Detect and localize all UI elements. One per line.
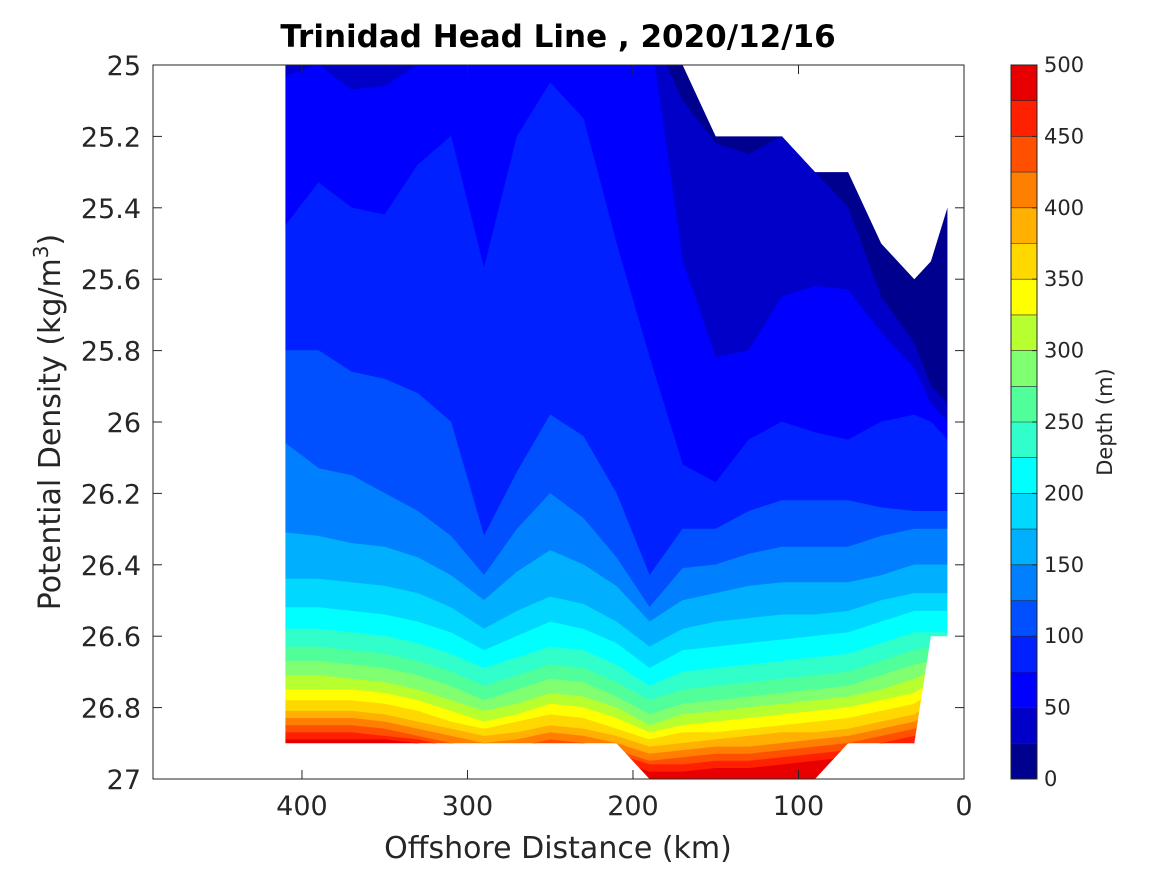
x-tick-label: 0 <box>955 791 972 822</box>
x-tick-label: 100 <box>773 791 825 822</box>
colorbar-tick-label: 250 <box>1044 410 1084 434</box>
y-tick-label: 26.8 <box>81 694 141 725</box>
contour-bands <box>285 65 948 779</box>
colorbar-label: Depth (m) <box>1093 368 1117 475</box>
contour-band-group <box>285 65 948 779</box>
y-tick-label: 26.6 <box>81 622 141 653</box>
colorbar-segment-275 <box>1011 350 1037 387</box>
colorbar-tick-label: 0 <box>1044 767 1057 791</box>
y-tick-label: 26.2 <box>81 479 141 510</box>
colorbar-segment-425 <box>1011 136 1037 173</box>
y-axis: 25 25.2 25.4 25.6 25.8 26 26.2 26.4 26.6 26.8 27 <box>81 51 964 796</box>
colorbar-segment-100 <box>1011 600 1037 637</box>
y-tick-label: 26.4 <box>81 551 141 582</box>
colorbar-segment-25 <box>1011 707 1037 744</box>
colorbar-segment-75 <box>1011 636 1037 672</box>
colorbar-segment-475 <box>1011 65 1037 101</box>
y-tick-label: 25.4 <box>81 194 141 225</box>
x-axis: 400 300 200 100 0 <box>276 65 973 822</box>
colorbar-segment-0 <box>1011 743 1037 779</box>
colorbar-segment-300 <box>1011 314 1037 351</box>
colorbar-tick-label: 100 <box>1044 624 1084 648</box>
colorbar-segment-175 <box>1011 493 1037 530</box>
y-tick-label: 26 <box>107 408 141 439</box>
colorbar-segment-450 <box>1011 100 1037 137</box>
colorbar-segment-350 <box>1011 243 1037 280</box>
y-tick-label: 25.2 <box>81 122 141 153</box>
y-tick-label: 25.6 <box>81 265 141 296</box>
colorbar-segment-50 <box>1011 671 1037 708</box>
colorbar-tick-label: 500 <box>1044 53 1084 77</box>
y-tick-label: 25.8 <box>81 337 141 368</box>
x-axis-label: Offshore Distance (km) <box>384 831 732 866</box>
x-tick-label: 300 <box>442 791 494 822</box>
colorbar-segment-375 <box>1011 207 1037 244</box>
y-tick-label: 27 <box>107 765 141 796</box>
x-tick-label: 200 <box>607 791 659 822</box>
y-axis-label-close: ) <box>33 234 68 246</box>
colorbar-tick-label: 450 <box>1044 124 1084 148</box>
colorbar-segment-250 <box>1011 386 1037 422</box>
colorbar-tick-label: 300 <box>1044 339 1084 363</box>
y-axis-label: Potential Density (kg/m3) <box>29 234 68 610</box>
contour-band-25-50 <box>285 65 948 423</box>
colorbar-segment-150 <box>1011 529 1037 565</box>
colorbar-segment-400 <box>1011 172 1037 208</box>
y-axis-label-main: Potential Density (kg/m <box>33 258 68 610</box>
colorbar-tick-label: 200 <box>1044 481 1084 505</box>
colorbar-tick-label: 50 <box>1044 696 1071 720</box>
colorbar-segment-125 <box>1011 564 1037 601</box>
colorbar-segment-200 <box>1011 457 1037 494</box>
colorbar-tick-label: 150 <box>1044 553 1084 577</box>
chart-title: Trinidad Head Line , 2020/12/16 <box>280 19 835 55</box>
colorbar: 0 50 100 150 200 250 300 350 400 450 500 <box>1010 53 1084 791</box>
colorbar-tick-label: 400 <box>1044 196 1084 220</box>
x-tick-label: 400 <box>276 791 328 822</box>
colorbar-tick-label: 350 <box>1044 267 1084 291</box>
colorbar-segment-225 <box>1011 422 1037 458</box>
colorbar-segment-325 <box>1011 279 1037 315</box>
y-tick-label: 25 <box>107 51 141 82</box>
y-axis-label-superscript: 3 <box>29 245 53 258</box>
